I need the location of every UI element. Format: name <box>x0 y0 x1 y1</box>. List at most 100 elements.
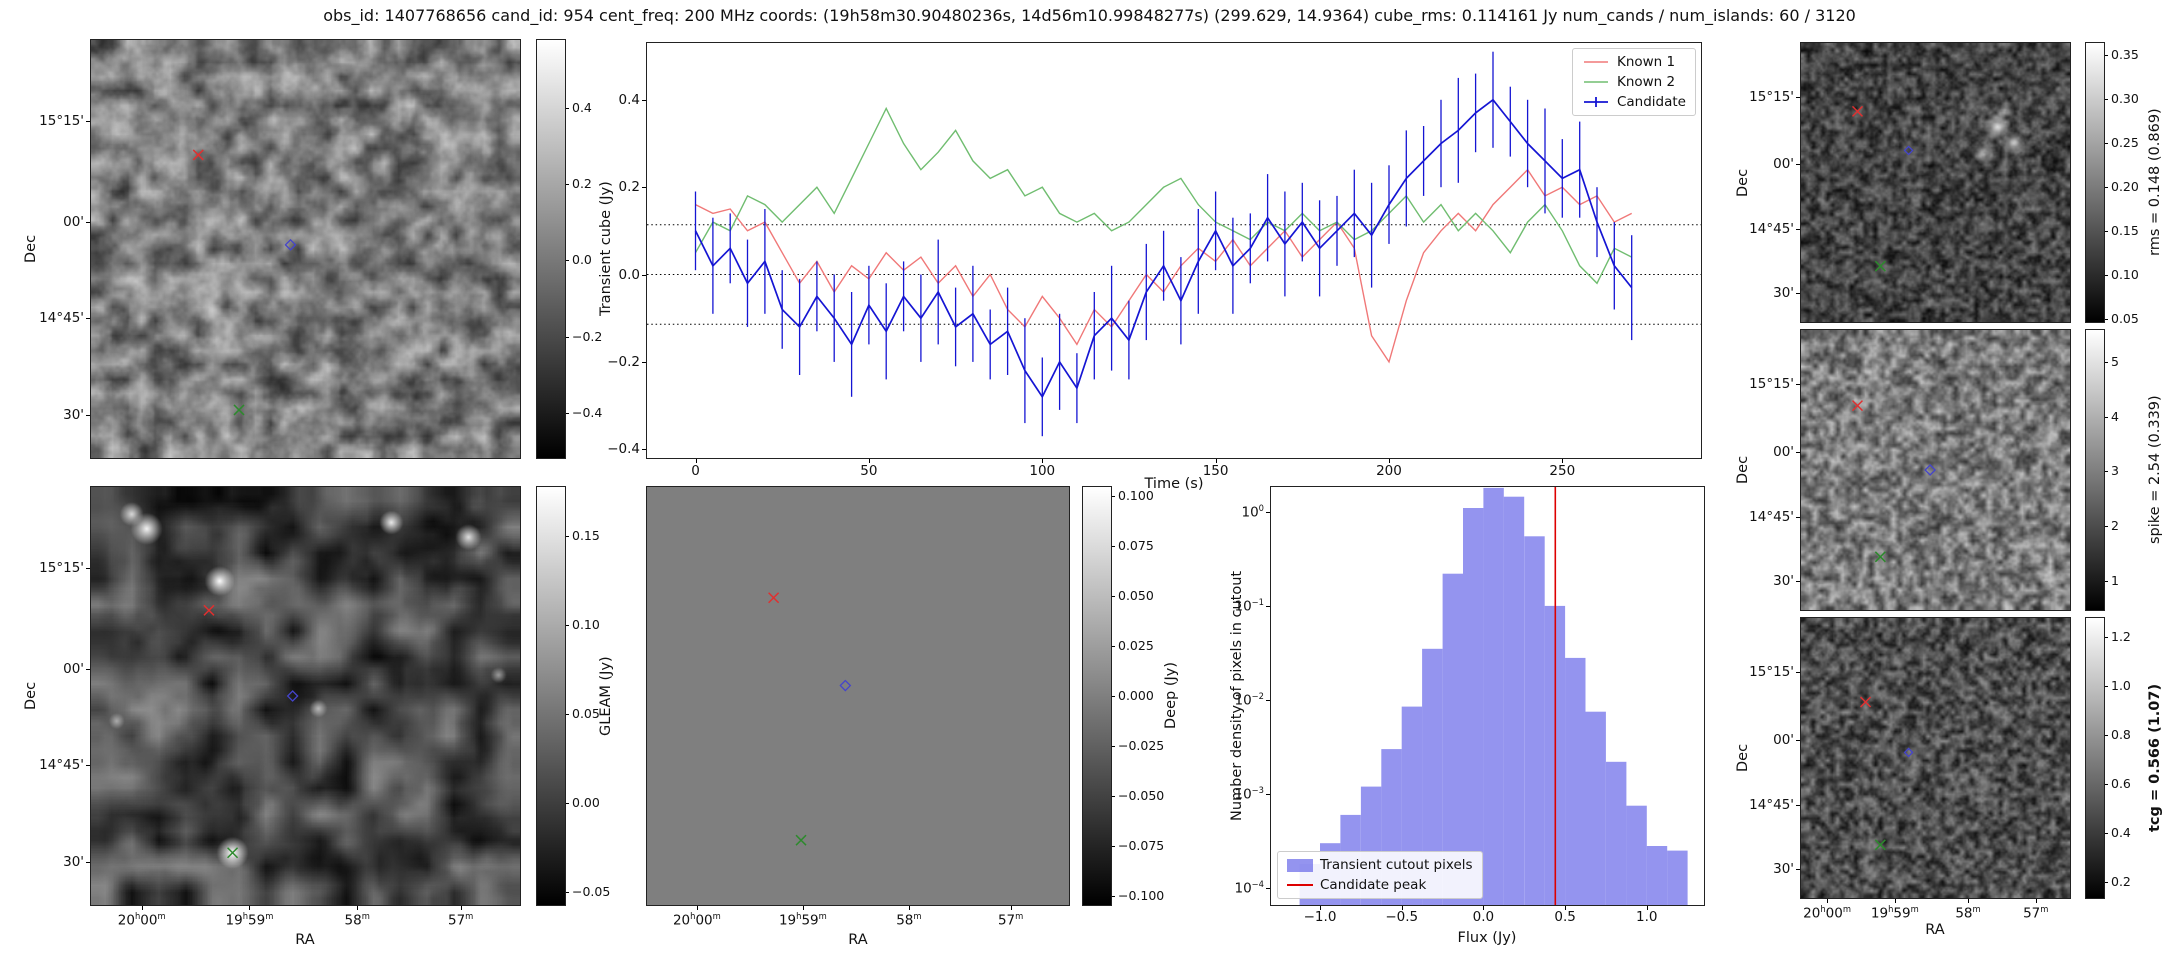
lightcurve-plot: Known 1 Known 2 Candidate <box>646 42 1702 459</box>
diamond-marker <box>839 679 852 692</box>
density-tick-label: 10−2 <box>1234 690 1264 709</box>
markers-overlay <box>192 149 297 416</box>
markers-overlay <box>1851 400 1937 563</box>
tick-mark <box>357 906 359 910</box>
colorbar-tick-label: 0.100 <box>1118 488 1154 503</box>
tick-mark <box>1112 596 1115 597</box>
tick-mark <box>868 459 870 463</box>
tick-mark <box>2105 636 2108 638</box>
colorbar-tick-label: 0.10 <box>2111 266 2139 282</box>
lightcurve-svg <box>647 51 1701 437</box>
tick-mark <box>460 906 462 910</box>
x-marker <box>1860 696 1872 708</box>
tick-mark <box>1796 516 1800 518</box>
transient-cube-cutout-image <box>90 39 521 459</box>
transient-cube-canvas <box>91 40 520 458</box>
lightcurve-y-tick-label: −0.2 <box>607 353 640 370</box>
ra-tick-label: 19h59m <box>225 911 274 929</box>
tcg-colorbar <box>2085 617 2105 899</box>
lightcurve-y-tick-label: −0.4 <box>607 441 640 458</box>
tick-mark <box>1968 899 1970 903</box>
tick-mark <box>2105 471 2108 473</box>
tick-mark <box>2105 142 2108 144</box>
flux-tick-label: −1.0 <box>1303 909 1337 925</box>
time-tick-label: 200 <box>1376 463 1402 479</box>
tick-mark <box>1796 228 1800 230</box>
tick-mark <box>1388 459 1390 463</box>
legend-cutout-pixels-label: Transient cutout pixels <box>1320 857 1473 873</box>
colorbar-tick-label: 0.00 <box>572 794 600 810</box>
colorbar-tick-label: 0.6 <box>2111 775 2131 791</box>
ra-axis-label: RA <box>848 932 868 948</box>
x-marker <box>1851 400 1864 412</box>
dec-tick-label: 15°15' <box>39 559 84 576</box>
tick-mark <box>1827 899 1829 903</box>
colorbar-tick-label: −0.075 <box>1118 838 1165 853</box>
time-tick-label: 250 <box>1549 463 1576 479</box>
flux-histogram: Transient cutout pixels Candidate peak <box>1270 486 1705 906</box>
tick-mark <box>1266 888 1270 890</box>
dec-axis-label: Dec <box>1735 455 1751 485</box>
colorbar-tick-label: 3 <box>2111 463 2119 479</box>
spike-map-image <box>1800 329 2071 611</box>
lightcurve-y-tick-label: 0.2 <box>618 179 640 196</box>
deep-colorbar <box>1082 486 1112 906</box>
gleam-colorbar-label: GLEAM (Jy) <box>598 656 614 736</box>
tick-mark <box>1266 511 1270 513</box>
tick-mark <box>908 906 910 910</box>
colorbar-tick-label: 0.35 <box>2111 47 2139 63</box>
flux-tick-label: 0.0 <box>1472 909 1495 925</box>
x-marker <box>203 604 215 616</box>
tick-mark <box>1401 906 1403 910</box>
tick-mark <box>642 274 646 276</box>
tick-mark <box>1796 96 1800 98</box>
flux-axis-label: Flux (Jy) <box>1457 930 1517 946</box>
markers-overlay <box>768 592 852 846</box>
time-tick-label: 100 <box>1029 463 1056 479</box>
legend-candidate-label: Candidate <box>1616 94 1686 110</box>
tick-mark <box>2105 526 2108 528</box>
tick-mark <box>1112 796 1115 797</box>
dec-tick-label: 14°45' <box>1749 796 1794 813</box>
dec-tick-label: 14°45' <box>1749 508 1794 525</box>
tick-mark <box>2105 580 2108 582</box>
tick-mark <box>1112 846 1115 847</box>
colorbar-tick-label: 0.2 <box>2111 873 2131 889</box>
lightcurve-y-tick-label: 0.0 <box>618 266 640 283</box>
dec-axis-label: Dec <box>1735 743 1751 773</box>
tick-mark <box>2105 783 2108 785</box>
dec-tick-label: 00' <box>63 660 84 677</box>
histogram-svg <box>1299 487 1688 905</box>
deep-image-cutout <box>646 486 1070 906</box>
legend-known2-label: Known 2 <box>1616 74 1676 90</box>
tick-mark <box>1112 646 1115 647</box>
colorbar-tick-label: 0.050 <box>1118 588 1154 603</box>
histogram-legend: Transient cutout pixels Candidate peak <box>1277 851 1483 899</box>
dec-tick-label: 30' <box>1773 573 1794 590</box>
dec-tick-label: 14°45' <box>39 310 84 327</box>
tick-mark <box>1112 496 1115 497</box>
tick-mark <box>1483 906 1485 910</box>
tick-mark <box>1112 546 1115 547</box>
colorbar-tick-label: 1 <box>2111 572 2119 588</box>
tick-mark <box>249 906 251 910</box>
tick-mark <box>1215 459 1217 463</box>
colorbar-tick-label: 0.05 <box>572 705 600 721</box>
tick-mark <box>566 713 569 715</box>
tcg-colorbar-label: tcg = 0.566 (1.07) <box>2147 683 2163 833</box>
colorbar-tick-label: 1.2 <box>2111 628 2131 644</box>
dec-tick-label: 00' <box>63 213 84 230</box>
tick-mark <box>2105 832 2108 834</box>
colorbar-tick-label: 0.20 <box>2111 178 2139 194</box>
tick-mark <box>2105 186 2108 188</box>
tick-mark <box>566 184 569 186</box>
legend-item-candidate-peak: Candidate peak <box>1287 877 1473 893</box>
x-marker <box>1874 551 1886 563</box>
legend-item-known1: Known 1 <box>1582 54 1686 70</box>
colorbar-tick-label: 0.30 <box>2111 91 2139 107</box>
colorbar-tick-label: −0.4 <box>572 405 603 421</box>
tick-mark <box>1042 459 1044 463</box>
ra-tick-label: 57m <box>447 911 474 929</box>
tick-mark <box>566 107 569 109</box>
